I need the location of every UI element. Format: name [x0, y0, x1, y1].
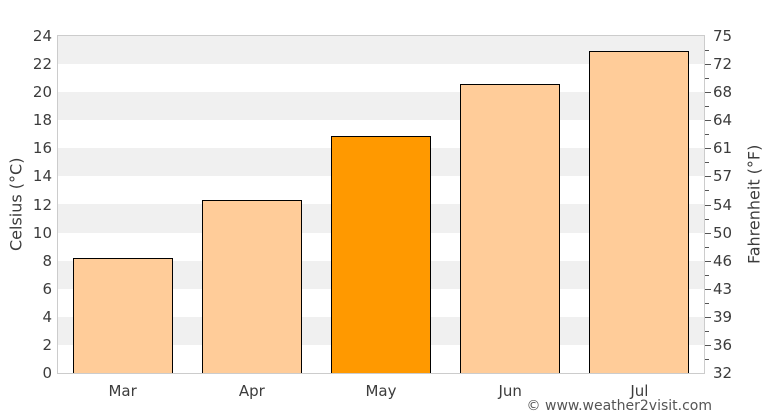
fahrenheit-tick-label: 39	[713, 307, 733, 326]
fahrenheit-minor-tick	[705, 106, 709, 108]
fahrenheit-minor-tick	[705, 246, 709, 248]
bar-mar	[72, 257, 173, 373]
fahrenheit-tick-label: 32	[713, 364, 733, 382]
fahrenheit-tick-label: 72	[713, 55, 733, 74]
fahrenheit-minor-tick	[705, 190, 709, 192]
fahrenheit-major-tick	[705, 120, 711, 122]
month-label-may: May	[365, 382, 397, 400]
fahrenheit-major-tick	[705, 260, 711, 262]
celsius-tick-label: 14	[32, 167, 52, 186]
fahrenheit-major-tick	[705, 92, 711, 94]
attribution-link[interactable]: © www.weather2visit.com	[526, 398, 712, 414]
celsius-tick-label: 10	[32, 223, 52, 242]
celsius-tick-label: 2	[42, 335, 52, 354]
plot-area	[57, 35, 705, 374]
celsius-tick-label: 22	[32, 55, 52, 74]
fahrenheit-tick-label: 46	[713, 251, 733, 270]
fahrenheit-tick-label: 64	[713, 111, 733, 130]
fahrenheit-minor-tick	[705, 358, 709, 360]
fahrenheit-tick-label: 61	[713, 139, 733, 158]
celsius-tick-label: 12	[32, 195, 52, 214]
fahrenheit-tick-label: 43	[713, 279, 733, 298]
fahrenheit-major-tick	[705, 176, 711, 178]
fahrenheit-tick-label: 50	[713, 223, 733, 242]
fahrenheit-major-tick	[705, 232, 711, 234]
bar-jun	[460, 83, 561, 373]
celsius-tick-label: 24	[32, 27, 52, 45]
fahrenheit-minor-tick	[705, 50, 709, 52]
celsius-tick-label: 6	[42, 279, 52, 298]
celsius-tick-label: 16	[32, 139, 52, 158]
fahrenheit-major-tick	[705, 288, 711, 290]
bar-may	[331, 135, 431, 373]
fahrenheit-tick-label: 54	[713, 195, 733, 214]
celsius-tick-label: 8	[42, 251, 52, 270]
fahrenheit-minor-tick	[705, 134, 709, 136]
fahrenheit-minor-tick	[705, 330, 709, 332]
fahrenheit-minor-tick	[705, 302, 709, 304]
fahrenheit-tick-label: 57	[713, 167, 733, 186]
fahrenheit-minor-tick	[705, 218, 709, 220]
bar-apr	[201, 200, 302, 373]
celsius-tick-label: 0	[42, 364, 52, 382]
fahrenheit-tick-label: 36	[713, 335, 733, 354]
fahrenheit-major-tick	[705, 148, 711, 150]
month-label-jul: Jul	[630, 382, 649, 400]
fahrenheit-minor-tick	[705, 78, 709, 80]
celsius-tick-label: 20	[32, 83, 52, 102]
fahrenheit-minor-tick	[705, 274, 709, 276]
fahrenheit-major-tick	[705, 204, 711, 206]
month-label-apr: Apr	[238, 382, 265, 400]
fahrenheit-minor-tick	[705, 162, 709, 164]
fahrenheit-tick-label: 68	[713, 83, 733, 102]
celsius-tick-label: 18	[32, 111, 52, 130]
fahrenheit-major-tick	[705, 344, 711, 346]
bar-jul	[589, 51, 690, 373]
fahrenheit-major-tick	[705, 64, 711, 66]
month-label-jun: Jun	[498, 382, 522, 400]
month-label-mar: Mar	[108, 382, 137, 400]
celsius-tick-label: 4	[42, 307, 52, 326]
fahrenheit-major-tick	[705, 316, 711, 318]
fahrenheit-tick-label: 75	[713, 27, 733, 45]
